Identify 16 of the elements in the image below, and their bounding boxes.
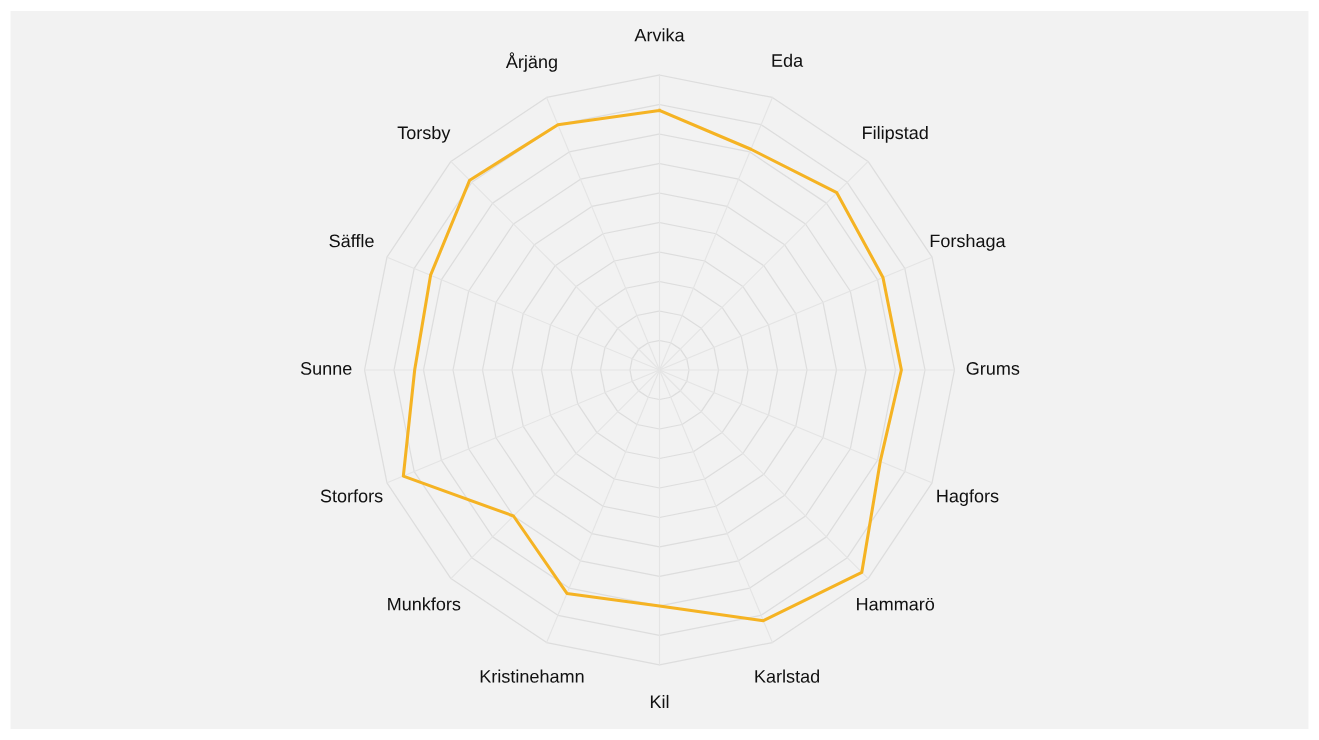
spoke-label: Forshaga	[930, 234, 1006, 251]
spoke-label: Filipstad	[863, 125, 928, 143]
spoke-label: Munkfors	[388, 597, 461, 611]
spoke-label: Hagfors	[937, 489, 999, 506]
spoke-label: Årjäng	[505, 52, 557, 72]
spoke-label: Arvika	[634, 28, 685, 42]
spoke-label: Grums	[966, 362, 1020, 375]
spoke-label: Torsby	[397, 125, 451, 143]
spoke-label: Sunne	[300, 362, 352, 375]
spoke-label: Eda	[772, 53, 804, 67]
spoke-label: Kristinehamn	[480, 669, 584, 683]
spoke-label: Säffle	[329, 234, 374, 248]
spoke-label: Storfors	[320, 489, 383, 503]
spoke-label: Karlstad	[755, 669, 820, 683]
spoke-label: Hammarö	[857, 597, 935, 611]
spoke-label: Kil	[650, 694, 669, 708]
